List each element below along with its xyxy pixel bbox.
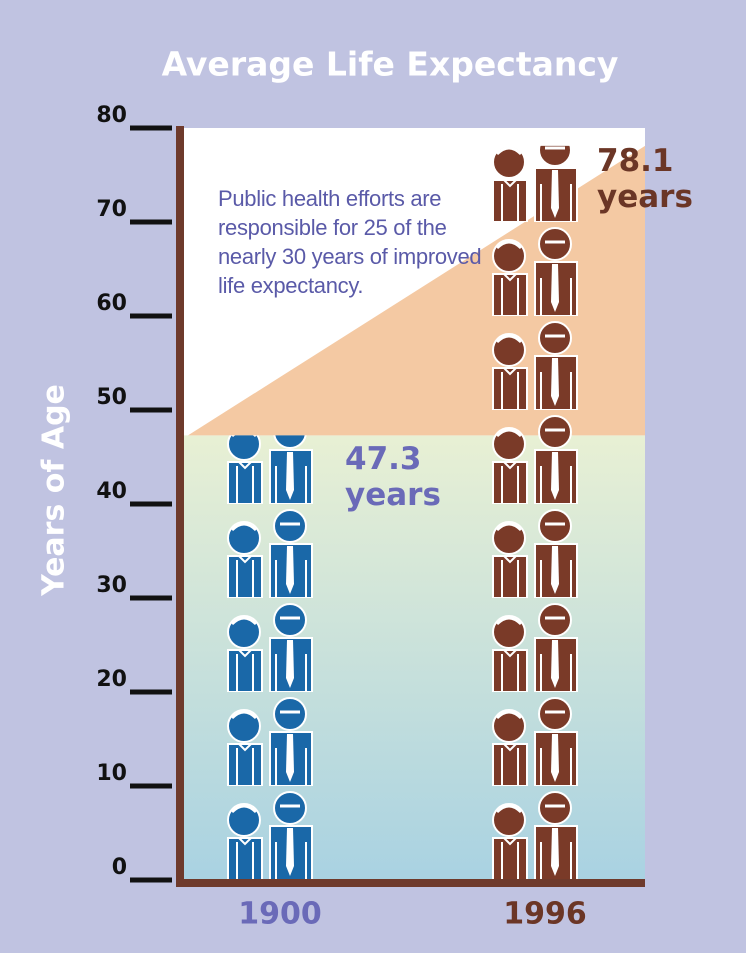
y-tick-label: 10	[96, 761, 127, 786]
x-tick-label: 1900	[238, 897, 322, 932]
y-tick-label: 60	[96, 291, 127, 316]
y-tick-label: 40	[96, 479, 127, 504]
y-axis-label: Years of Age	[37, 384, 72, 597]
bar	[224, 435, 336, 880]
value-label: 78.1 years	[597, 143, 693, 215]
y-tick-label: 80	[96, 103, 127, 128]
y-tick-label: 0	[112, 855, 127, 880]
y-tick-label: 20	[96, 667, 127, 692]
annotation: Public health efforts are responsible fo…	[218, 186, 482, 298]
y-tick-label: 30	[96, 573, 127, 598]
x-tick-label: 1996	[503, 897, 587, 932]
y-tick-label: 70	[96, 197, 127, 222]
value-label: 47.3 years	[345, 441, 441, 513]
chart-title: Average Life Expectancy	[162, 45, 619, 84]
y-tick-label: 50	[96, 385, 127, 410]
bar	[489, 145, 601, 881]
